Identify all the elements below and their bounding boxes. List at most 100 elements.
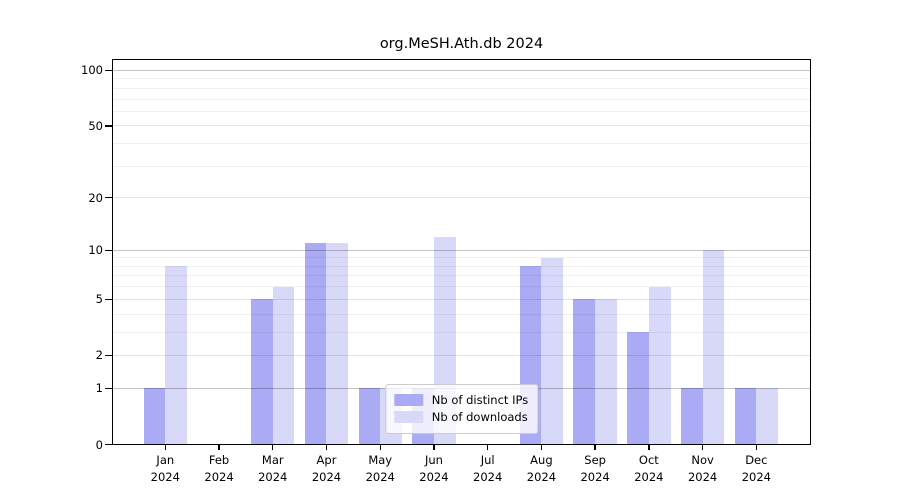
bar-distinct-ips-sep (573, 299, 596, 445)
y-tick-mark-100 (105, 69, 112, 72)
legend-swatch-distinct-ips-icon (393, 394, 423, 406)
x-tick-label-jun: Jun 2024 (402, 452, 466, 486)
chart-title: org.MeSH.Ath.db 2024 (379, 36, 544, 52)
gridline-70 (112, 98, 811, 100)
x-tick-year-feb: 2024 (204, 470, 234, 484)
x-tick-year-jan: 2024 (150, 470, 180, 484)
bar-distinct-ips-apr (304, 243, 327, 445)
x-tick-mark-nov (701, 445, 704, 450)
x-tick-month-nov: Nov (691, 453, 714, 467)
x-tick-mark-sep (594, 445, 596, 450)
bar-distinct-ips-dec (734, 388, 757, 445)
x-tick-year-oct: 2024 (634, 470, 664, 484)
x-tick-year-nov: 2024 (687, 470, 718, 484)
gridline-6 (112, 286, 811, 288)
legend: Nb of distinct IPs Nb of downloads (384, 384, 539, 434)
gridline-50 (112, 125, 811, 127)
x-tick-month-jan: Jan (156, 453, 175, 467)
x-tick-label-may: May 2024 (348, 452, 412, 486)
x-tick-label-dec: Dec 2024 (724, 452, 788, 486)
y-tick-label-100: 100 (81, 63, 103, 78)
x-tick-year-aug: 2024 (526, 470, 557, 484)
x-tick-year-dec: 2024 (741, 470, 771, 484)
x-tick-mark-apr (325, 445, 328, 450)
y-tick-mark-2 (105, 354, 112, 357)
legend-row-distinct-ips: Nb of distinct IPs (393, 393, 529, 407)
x-tick-label-feb: Feb 2024 (187, 452, 251, 486)
y-tick-label-5: 5 (95, 292, 103, 307)
x-tick-year-sep: 2024 (580, 470, 610, 484)
bar-distinct-ips-nov (680, 388, 703, 445)
gridline-30 (112, 165, 811, 167)
x-tick-label-oct: Oct 2024 (617, 452, 681, 486)
x-tick-year-may: 2024 (365, 470, 395, 484)
x-tick-label-aug: Aug 2024 (509, 452, 573, 486)
legend-label-distinct-ips: Nb of distinct IPs (431, 393, 529, 407)
x-tick-month-feb: Feb (208, 453, 230, 467)
x-tick-month-jun: Jun (424, 453, 443, 467)
x-tick-label-nov: Nov 2024 (671, 452, 735, 486)
y-tick-mark-10 (105, 249, 112, 251)
bar-distinct-ips-may (358, 388, 381, 445)
y-tick-mark-20 (105, 197, 112, 199)
gridline-90 (112, 78, 811, 80)
x-tick-mark-feb (218, 445, 220, 450)
bar-downloads-aug (541, 257, 564, 445)
gridline-2 (112, 354, 811, 356)
x-tick-month-apr: Apr (316, 453, 337, 467)
x-tick-mark-aug (540, 445, 543, 450)
x-tick-month-sep: Sep (584, 453, 606, 467)
x-tick-month-mar: Mar (261, 453, 284, 467)
gridline-5 (112, 298, 811, 300)
x-tick-month-aug: Aug (530, 453, 553, 467)
bar-downloads-mar (272, 286, 295, 445)
x-tick-month-dec: Dec (745, 453, 768, 467)
x-tick-label-jan: Jan 2024 (133, 452, 197, 486)
y-tick-mark-0 (105, 443, 112, 446)
x-tick-month-oct: Oct (638, 453, 659, 467)
gridline-8 (112, 265, 811, 267)
bar-distinct-ips-mar (251, 299, 273, 445)
bar-downloads-sep (595, 299, 617, 445)
y-tick-mark-1 (105, 387, 112, 389)
bar-downloads-dec (756, 388, 779, 445)
x-tick-year-jul: 2024 (473, 470, 503, 484)
y-tick-mark-50 (105, 125, 112, 127)
y-tick-label-2: 2 (95, 348, 103, 363)
x-tick-mark-jul (487, 445, 489, 450)
x-tick-year-mar: 2024 (258, 470, 288, 484)
y-tick-label-10: 10 (88, 243, 103, 258)
bar-downloads-nov (702, 250, 725, 445)
bar-downloads-apr (326, 243, 349, 445)
gridline-60 (112, 110, 811, 112)
x-tick-mark-may (379, 445, 381, 450)
y-tick-label-1: 1 (95, 381, 103, 396)
x-tick-mark-jun (433, 445, 435, 450)
x-tick-month-may: May (368, 453, 393, 467)
x-tick-year-apr: 2024 (311, 470, 342, 484)
gridline-7 (112, 275, 811, 277)
x-tick-label-mar: Mar 2024 (241, 452, 305, 486)
bar-downloads-oct (648, 286, 671, 445)
y-tick-label-50: 50 (88, 118, 103, 133)
legend-label-downloads: Nb of downloads (431, 410, 528, 424)
legend-swatch-downloads-icon (393, 411, 423, 423)
bar-distinct-ips-jan (143, 388, 166, 445)
gridline-40 (112, 143, 811, 145)
y-tick-mark-5 (105, 298, 112, 300)
gridline-100 (112, 69, 811, 71)
x-tick-year-jun: 2024 (419, 470, 449, 484)
gridline-4 (112, 313, 811, 315)
gridline-3 (112, 331, 811, 333)
x-tick-mark-mar (272, 445, 274, 450)
x-tick-month-jul: Jul (480, 453, 495, 467)
gridline-10 (112, 249, 811, 251)
x-tick-mark-dec (755, 445, 757, 450)
plot-area: Nb of distinct IPs Nb of downloads (112, 59, 811, 445)
gridline-20 (112, 197, 811, 199)
x-tick-mark-jan (164, 445, 166, 450)
gridline-80 (112, 87, 811, 89)
legend-row-downloads: Nb of downloads (393, 410, 528, 424)
y-tick-label-0: 0 (95, 437, 103, 452)
